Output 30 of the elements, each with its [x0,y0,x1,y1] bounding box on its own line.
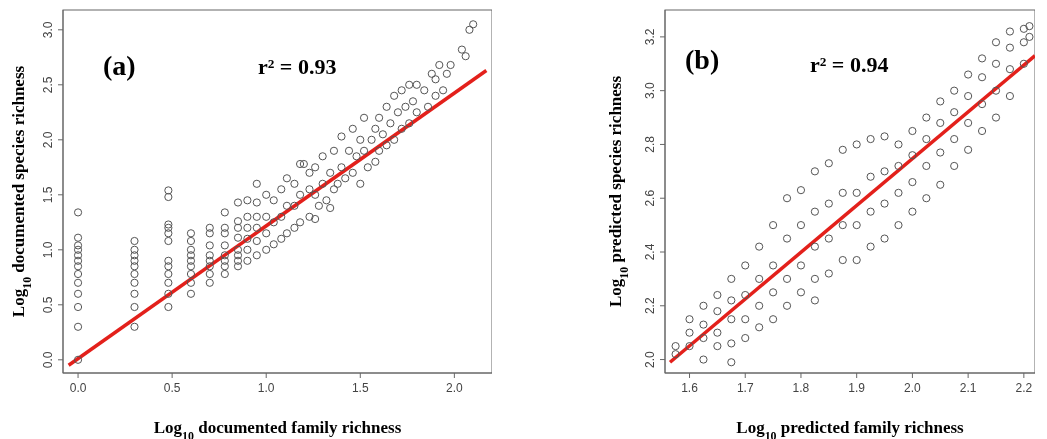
x-tick-label: 1.8 [792,381,810,395]
y-tick-label: 1.5 [41,186,55,204]
y-tick-label: 0.5 [41,296,55,314]
y-tick-label: 2.0 [643,350,657,368]
annotation: r² = 0.93 [258,54,337,80]
y-tick-label: 2.0 [41,131,55,149]
x-tick-label: 2.0 [904,381,922,395]
annotation: (b) [685,44,720,76]
y-tick-label: 2.2 [643,297,657,315]
annotation: r² = 0.94 [810,52,889,78]
x-tick-label: 1.7 [736,381,754,395]
y-tick-label: 2.4 [643,243,657,261]
x-tick-label: 2.0 [446,381,464,395]
x-tick-label: 1.0 [257,381,275,395]
x-tick-label: 1.9 [848,381,866,395]
y-tick-label: 3.0 [41,21,55,39]
x-tick-label: 0.5 [163,381,181,395]
y-tick-label: 3.2 [643,28,657,46]
y-tick-label: 3.0 [643,82,657,100]
y-tick-label: 2.5 [41,76,55,94]
y-tick-label: 2.8 [643,135,657,153]
x-tick-label: 1.6 [681,381,699,395]
y-tick-label: 1.0 [41,241,55,259]
y-tick-label: 0.0 [41,351,55,369]
y-tick-label: 2.6 [643,189,657,207]
x-tick-label: 2.2 [1015,381,1033,395]
annotation: (a) [103,50,136,82]
x-tick-label: 0.0 [69,381,87,395]
x-tick-label: 2.1 [959,381,977,395]
x-tick-label: 1.5 [351,381,369,395]
